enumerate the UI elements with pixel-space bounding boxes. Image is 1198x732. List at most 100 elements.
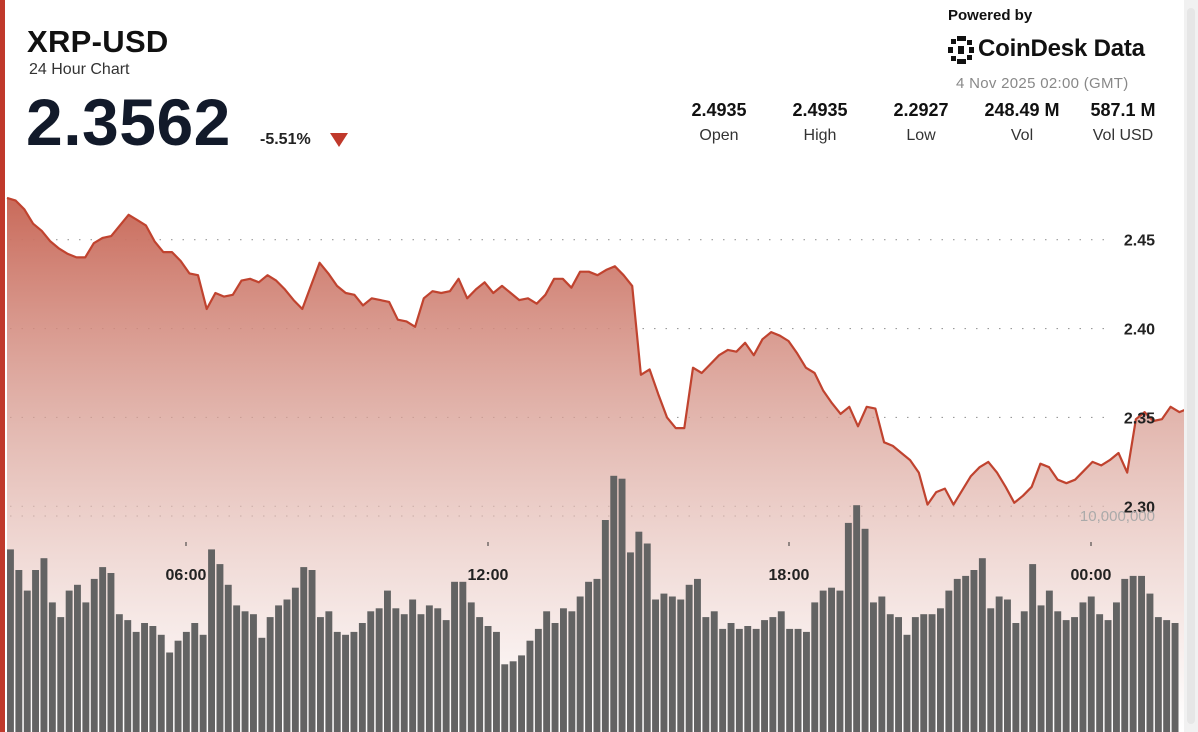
volume-bar — [1171, 623, 1179, 732]
stat-label: Vol — [1010, 127, 1034, 144]
volume-bar — [15, 570, 23, 732]
volume-bar — [635, 531, 643, 732]
volume-bar — [878, 596, 886, 732]
volume-bar — [601, 520, 609, 732]
scrollbar[interactable] — [1184, 0, 1198, 732]
y-tick-label: 2.40 — [1124, 322, 1155, 339]
volume-bar — [1154, 617, 1162, 732]
volume-bar — [560, 608, 567, 732]
volume-bar — [1129, 575, 1137, 732]
volume-bar — [710, 611, 718, 732]
volume-bar — [777, 611, 785, 732]
x-tick-label: 06:00 — [166, 567, 207, 584]
volume-bar — [174, 640, 182, 732]
volume-bar — [82, 602, 90, 732]
volume-bar — [1138, 575, 1145, 732]
volume-bar — [425, 605, 433, 732]
volume-bar — [224, 584, 232, 732]
volume-bar — [928, 614, 936, 732]
volume-bar — [40, 558, 48, 732]
scrollbar-thumb[interactable] — [1187, 8, 1195, 724]
volume-bar — [23, 590, 31, 732]
volume-bar — [543, 611, 551, 732]
volume-bar — [870, 602, 877, 732]
stat-label: Vol USD — [1092, 127, 1154, 144]
volume-bar — [970, 570, 978, 732]
chart-subtitle: 24 Hour Chart — [29, 61, 130, 78]
volume-bar — [937, 608, 944, 732]
volume-bar — [325, 611, 333, 732]
volume-bar — [1163, 620, 1171, 732]
volume-bar — [668, 596, 676, 732]
volume-bar — [769, 617, 777, 732]
current-price: 2.3562 — [26, 85, 231, 159]
volume-bar — [534, 628, 542, 732]
volume-bar — [1029, 564, 1037, 732]
volume-bar — [493, 631, 500, 732]
volume-bar — [1146, 593, 1154, 732]
volume-bar — [258, 637, 266, 732]
volume-bar — [576, 596, 584, 732]
volume-bar — [761, 620, 768, 732]
volume-bar — [375, 608, 383, 732]
volume-bar — [107, 573, 115, 732]
volume-bar — [962, 575, 970, 732]
volume-bar — [920, 614, 928, 732]
volume-bar — [995, 596, 1003, 732]
volume-bar — [241, 611, 249, 732]
volume-bar — [735, 628, 743, 732]
volume-bar — [803, 631, 810, 732]
volume-bar — [819, 590, 827, 732]
x-tick-label: 18:00 — [769, 567, 810, 584]
volume-bar — [358, 623, 366, 732]
volume-bar — [1054, 611, 1062, 732]
stat-label: High — [803, 127, 837, 144]
timestamp: 4 Nov 2025 02:00 (GMT) — [956, 75, 1129, 92]
volume-bar — [417, 614, 425, 732]
price-change: -5.51% — [260, 131, 311, 148]
volume-bar — [459, 581, 467, 732]
volume-bar — [65, 590, 73, 732]
volume-bar — [124, 620, 132, 732]
volume-bar — [476, 617, 484, 732]
volume-bar — [786, 628, 794, 732]
stat-open: 2.4935 Open — [683, 100, 755, 145]
stat-value: 2.4935 — [792, 100, 848, 120]
volume-bar — [694, 578, 701, 732]
y-tick-label: 2.35 — [1124, 410, 1155, 427]
volume-bar — [978, 558, 986, 732]
volume-bar — [191, 623, 199, 732]
volume-bar — [1079, 602, 1087, 732]
stat-label: Low — [906, 127, 936, 144]
volume-bar — [509, 661, 517, 732]
down-arrow-icon — [330, 133, 348, 147]
volume-bars — [7, 475, 1179, 732]
volume-bar — [744, 626, 752, 732]
volume-bar — [149, 626, 157, 732]
volume-bar — [811, 602, 819, 732]
y-tick-label: 2.30 — [1124, 499, 1155, 516]
volume-bar — [618, 478, 626, 732]
volume-bar — [945, 590, 953, 732]
volume-bar — [115, 614, 123, 732]
volume-bar — [911, 617, 919, 732]
volume-bar — [1004, 599, 1011, 732]
coindesk-logo-icon — [948, 36, 974, 64]
volume-bar — [48, 602, 56, 732]
volume-bar — [141, 623, 148, 732]
volume-bar — [861, 528, 869, 732]
volume-bar — [250, 614, 257, 732]
volume-bar — [627, 552, 634, 732]
volume-bar — [57, 617, 65, 732]
volume-bar — [367, 611, 375, 732]
volume-bar — [828, 587, 835, 732]
volume-bar — [702, 617, 710, 732]
volume-bar — [333, 631, 341, 732]
volume-bar — [903, 634, 911, 732]
volume-bar — [836, 590, 844, 732]
stat-vol-usd: 587.1 M Vol USD — [1080, 100, 1166, 145]
volume-bar — [350, 631, 358, 732]
volume-bar — [585, 581, 592, 732]
volume-bar — [132, 631, 140, 732]
